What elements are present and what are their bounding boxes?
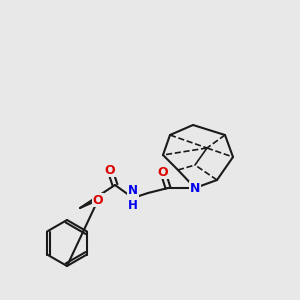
- Text: O: O: [105, 164, 115, 176]
- Text: O: O: [93, 194, 103, 206]
- Text: O: O: [158, 166, 168, 178]
- Text: N: N: [190, 182, 200, 194]
- Text: N
H: N H: [128, 184, 138, 212]
